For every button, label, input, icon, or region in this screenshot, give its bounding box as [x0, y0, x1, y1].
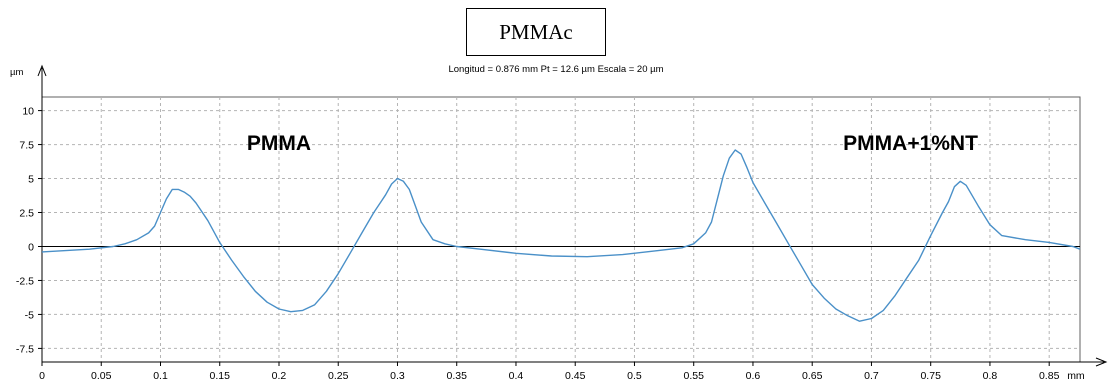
x-tick-label: 0.2 — [272, 370, 287, 382]
annotation-label: PMMA+1%NT — [843, 132, 978, 155]
x-tick-label: 0.85 — [1039, 370, 1060, 382]
x-tick-label: 0.6 — [746, 370, 761, 382]
x-tick-label: 0.35 — [447, 370, 468, 382]
x-tick-label: 0.8 — [983, 370, 998, 382]
profile-series-line — [41, 149, 1081, 322]
x-tick-label: 0.65 — [802, 370, 823, 382]
chart-subtitle: Longitud = 0.876 mm Pt = 12.6 µm Escala … — [448, 64, 664, 75]
chart-title: PMMAc — [499, 19, 573, 44]
x-tick-label: 0 — [39, 370, 45, 382]
x-tick-label: 0.55 — [683, 370, 704, 382]
y-tick-label: -2.5 — [16, 275, 34, 287]
x-tick-label: 0.3 — [390, 370, 405, 382]
chart-title-box: PMMAc — [466, 8, 606, 56]
y-tick-label: 2.5 — [19, 208, 34, 220]
y-tick-label: -7.5 — [16, 343, 34, 355]
x-unit-label: mm — [1067, 370, 1085, 382]
x-tick-label: 0.4 — [509, 370, 524, 382]
x-tick-label: 0.75 — [920, 370, 941, 382]
x-tick-label: 0.7 — [864, 370, 879, 382]
y-axis-label: µm — [10, 67, 23, 78]
y-tick-label: -5 — [25, 309, 34, 321]
x-tick-label: 0.05 — [91, 370, 112, 382]
x-tick-label: 0.15 — [210, 370, 231, 382]
y-tick-label: 5 — [28, 174, 34, 186]
x-tick-label: 0.1 — [153, 370, 168, 382]
x-tick-label: 0.5 — [627, 370, 642, 382]
annotation-label: PMMA — [247, 132, 311, 155]
y-tick-label: 10 — [22, 106, 34, 118]
y-tick-label: 0 — [28, 241, 34, 253]
x-axis-arrow-icon — [1095, 357, 1108, 367]
y-axis-arrow-icon — [37, 64, 47, 77]
x-tick-label: 0.25 — [328, 370, 349, 382]
x-tick-label: 0.45 — [565, 370, 586, 382]
y-tick-label: 7.5 — [19, 140, 34, 152]
